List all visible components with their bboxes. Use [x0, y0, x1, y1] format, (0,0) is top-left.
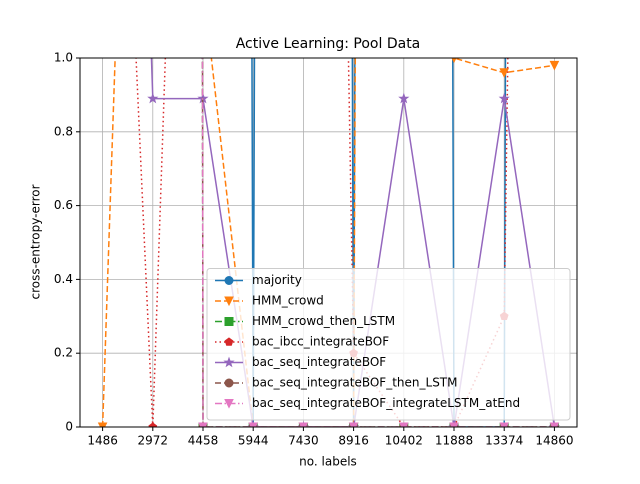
- x-tick-label: 1486: [87, 434, 118, 448]
- marker: [451, 58, 457, 64]
- x-tick-label: 10402: [385, 434, 423, 448]
- marker: [449, 422, 459, 427]
- marker: [398, 422, 409, 427]
- marker: [224, 296, 234, 307]
- x-tick-label: 11888: [435, 434, 473, 448]
- y-tick-label: 0.6: [54, 198, 73, 212]
- legend-label: bac_seq_integrateBOF_integrateLSTM_atEnd: [252, 396, 520, 410]
- axes-frame: [79, 57, 578, 428]
- marker: [223, 356, 235, 368]
- marker: [248, 422, 259, 427]
- marker: [224, 276, 234, 285]
- marker: [148, 422, 158, 427]
- marker: [298, 422, 309, 427]
- y-tick-label: 0: [65, 420, 73, 434]
- legend-label: bac_seq_integrateBOF: [252, 355, 386, 369]
- ticks: 1486 2972 4458 5944 7430 8916 10402 11888 13374 1…: [54, 51, 574, 448]
- marker: [198, 422, 208, 427]
- x-tick-label: 7430: [288, 434, 319, 448]
- marker: [498, 92, 510, 104]
- marker: [549, 60, 560, 71]
- marker: [549, 422, 560, 427]
- legend-box: [206, 268, 571, 421]
- y-tick-label: 0.4: [54, 272, 73, 286]
- legend-label: bac_ibcc_integrateBOF: [252, 335, 389, 349]
- chart-title: Active Learning: Pool Data: [236, 36, 421, 52]
- x-tick-label: 5944: [238, 434, 269, 448]
- legend-label: HMM_crowd: [252, 294, 324, 308]
- x-tick-label: 8916: [338, 434, 369, 448]
- y-tick-label: 0.2: [54, 346, 73, 360]
- series-line: [150, 58, 556, 427]
- x-axis-label: no. labels: [299, 455, 357, 469]
- marker: [348, 422, 359, 427]
- marker: [499, 422, 510, 427]
- marker: [398, 92, 410, 104]
- legend-label: HMM_crowd_then_LSTM: [252, 314, 395, 328]
- plot-area: [97, 58, 560, 427]
- marker: [147, 92, 159, 104]
- marker: [97, 422, 108, 427]
- marker: [224, 378, 234, 388]
- y-tick-label: 0.8: [54, 124, 73, 138]
- x-tick-label: 2972: [138, 434, 169, 448]
- legend-label: bac_seq_integrateBOF_then_LSTM: [252, 376, 458, 390]
- legend: majority HMM_crowd HMM_crowd_then_LSTM bac_…: [206, 268, 571, 421]
- marker: [224, 317, 234, 326]
- marker: [224, 337, 234, 346]
- y-axis-label: cross-entropy-error: [29, 184, 43, 299]
- x-tick-label: 14860: [535, 434, 573, 448]
- x-tick-label: 13374: [485, 434, 523, 448]
- legend-label: majority: [252, 273, 302, 287]
- series-line: [101, 58, 555, 427]
- y-tick-label: 1.0: [54, 51, 73, 65]
- marker: [224, 399, 234, 409]
- x-tick-label: 4458: [188, 434, 219, 448]
- marker: [499, 68, 510, 78]
